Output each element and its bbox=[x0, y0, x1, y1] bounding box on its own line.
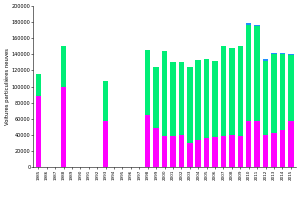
Bar bbox=[238, 46, 243, 136]
Bar bbox=[153, 128, 159, 167]
Bar bbox=[61, 86, 66, 167]
Bar bbox=[179, 135, 184, 167]
Bar bbox=[179, 62, 184, 135]
Bar bbox=[271, 53, 277, 54]
Bar bbox=[196, 60, 201, 140]
Bar bbox=[280, 53, 285, 54]
Bar bbox=[170, 62, 176, 136]
Bar bbox=[254, 25, 260, 26]
Bar bbox=[187, 143, 193, 167]
Bar bbox=[145, 50, 151, 115]
Bar bbox=[187, 67, 193, 143]
Bar bbox=[162, 51, 167, 136]
Bar bbox=[36, 96, 41, 167]
Bar bbox=[162, 136, 167, 167]
Bar bbox=[204, 59, 209, 138]
Bar bbox=[170, 136, 176, 167]
Bar bbox=[221, 46, 226, 136]
Bar bbox=[103, 81, 108, 121]
Bar bbox=[280, 54, 285, 130]
Bar bbox=[103, 121, 108, 167]
Bar bbox=[145, 115, 151, 167]
Bar bbox=[36, 74, 41, 96]
Bar bbox=[212, 137, 218, 167]
Bar bbox=[246, 23, 251, 25]
Bar bbox=[288, 55, 293, 121]
Y-axis label: Voitures particulières neuves: Voitures particulières neuves bbox=[4, 48, 10, 125]
Bar bbox=[229, 135, 235, 167]
Bar bbox=[263, 61, 268, 135]
Bar bbox=[271, 133, 277, 167]
Bar bbox=[221, 136, 226, 167]
Bar bbox=[254, 121, 260, 167]
Bar bbox=[238, 136, 243, 167]
Bar bbox=[196, 140, 201, 167]
Bar bbox=[246, 121, 251, 167]
Bar bbox=[280, 130, 285, 167]
Bar bbox=[288, 54, 293, 55]
Bar bbox=[61, 46, 66, 86]
Bar bbox=[153, 67, 159, 128]
Bar bbox=[254, 26, 260, 121]
Bar bbox=[246, 25, 251, 121]
Bar bbox=[204, 138, 209, 167]
Bar bbox=[263, 135, 268, 167]
Bar bbox=[263, 59, 268, 61]
Bar bbox=[288, 121, 293, 167]
Bar bbox=[271, 54, 277, 133]
Bar bbox=[229, 48, 235, 135]
Bar bbox=[212, 61, 218, 137]
